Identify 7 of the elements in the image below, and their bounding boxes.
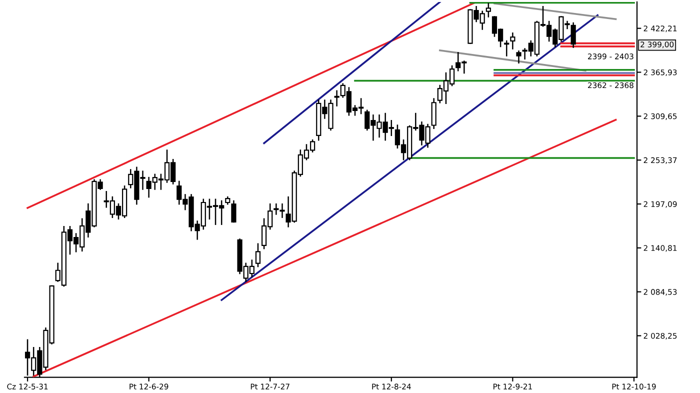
- candlestick: [431, 98, 436, 129]
- candlestick: [231, 200, 236, 223]
- candlestick: [510, 32, 516, 50]
- candlestick: [255, 243, 261, 268]
- candlestick: [516, 50, 522, 64]
- candlestick: [486, 2, 491, 18]
- candlestick: [570, 22, 576, 48]
